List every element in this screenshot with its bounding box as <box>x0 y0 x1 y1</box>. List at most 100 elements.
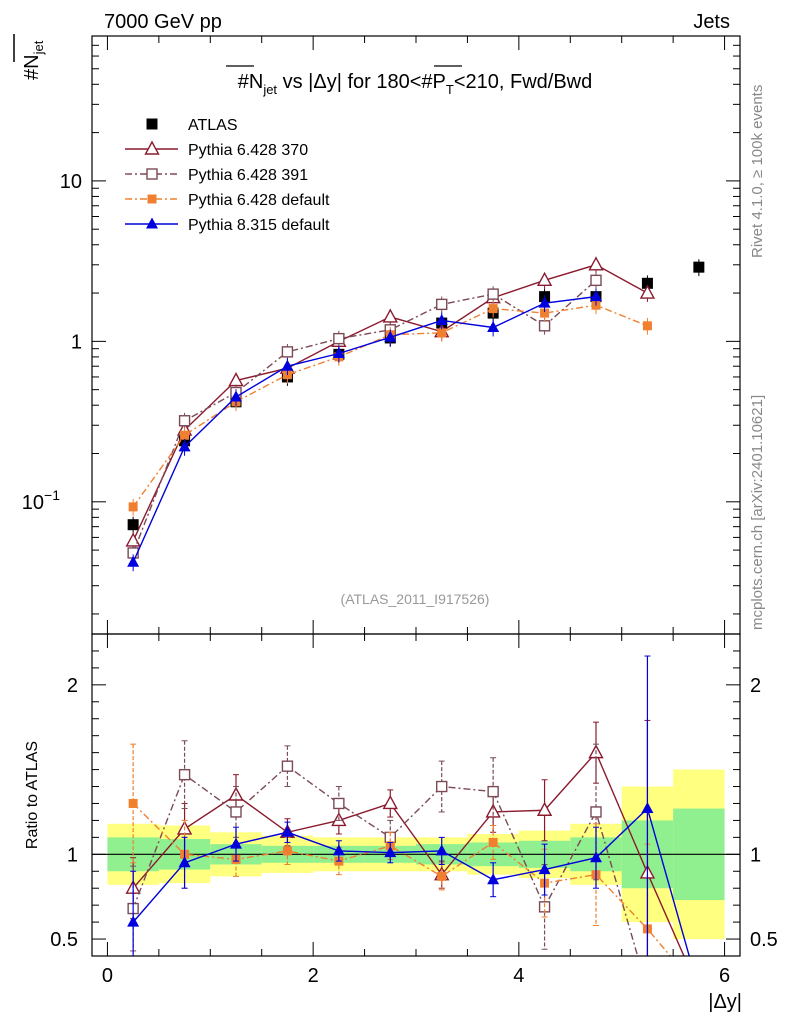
ratio-point <box>590 851 602 863</box>
legend-entry: Pythia 6.428 370 <box>125 140 308 159</box>
mcplots-label: mcplots.cern.ch [arXiv:2401.10621] <box>749 395 766 630</box>
data-point <box>488 304 498 314</box>
header-left: 7000 GeV pp <box>104 11 222 33</box>
data-point <box>436 298 448 311</box>
ratio-point <box>487 873 500 885</box>
ratio-y-tick-label-left: 1 <box>67 844 78 866</box>
data-point <box>128 502 138 512</box>
x-axis-label: |Δy| <box>708 991 742 1013</box>
main-ylabel-main: #N <box>21 54 43 80</box>
data-point <box>384 330 397 342</box>
data-point <box>538 320 551 332</box>
data-point <box>180 430 190 440</box>
header-right: Jets <box>693 11 730 33</box>
x-tick-label: 4 <box>513 965 524 987</box>
ratio-y-tick-label-right: 0.5 <box>750 929 778 951</box>
legend-marker <box>144 140 160 155</box>
main-ylabel: #Njet <box>21 40 46 80</box>
ratio-panel: 0.5 0.5 1 1 2 2 <box>50 633 778 957</box>
ratio-point <box>436 780 448 793</box>
data-point <box>642 321 652 331</box>
data-point <box>641 277 653 289</box>
reference-label: (ATLAS_2011_I917526) <box>341 591 490 607</box>
data-point <box>590 290 602 302</box>
ratio-point <box>435 844 448 856</box>
data-point <box>693 261 705 273</box>
legend-entry: Pythia 6.428 default <box>125 192 330 209</box>
x-ticklabels: 0 2 4 6 <box>102 965 730 987</box>
svg-text:#Njet: #Njet <box>21 40 46 80</box>
data-point <box>437 328 447 338</box>
data-point <box>538 296 551 308</box>
legend-marker <box>146 217 158 229</box>
ratio-point <box>488 837 498 847</box>
main-y-tick-label: 10 <box>60 171 82 193</box>
x-tick-label: 0 <box>102 965 113 987</box>
data-point <box>435 313 448 325</box>
legend-marker <box>147 194 157 204</box>
ratio-y-tick-label-left: 2 <box>67 675 78 697</box>
ratio-ticks: 0.5 0.5 1 1 2 2 <box>50 633 778 957</box>
main-ticks: 10−1 1 10 <box>22 35 740 634</box>
data-point <box>536 271 553 287</box>
ratio-y-tick-label-left: 0.5 <box>50 929 78 951</box>
data-point <box>540 308 550 318</box>
ratio-point <box>282 846 292 856</box>
series-line <box>132 295 597 563</box>
ratio-line <box>132 751 685 956</box>
legend-entry: Pythia 6.428 391 <box>125 167 308 184</box>
title-n: N <box>249 71 263 93</box>
ratio-point <box>178 768 191 781</box>
data-point <box>178 415 191 427</box>
legend-label: Pythia 8.315 default <box>188 217 330 234</box>
ratio-y-tick-label-right: 1 <box>750 844 761 866</box>
ratio-line <box>132 802 672 956</box>
ratio-point <box>230 837 242 849</box>
main-y-tick-label: 10−1 <box>22 487 60 514</box>
legend-label: Pythia 6.428 391 <box>188 167 308 184</box>
ratio-point <box>127 915 140 927</box>
ratio-point <box>281 760 294 772</box>
legend-label: Pythia 6.428 370 <box>188 142 308 159</box>
data-point <box>333 332 345 345</box>
ratio-point <box>382 795 398 810</box>
data-point <box>281 346 294 358</box>
ratio-point <box>281 825 294 837</box>
legend-label: ATLAS <box>188 117 238 134</box>
ratio-point <box>384 846 397 858</box>
data-point <box>639 284 656 299</box>
ratio-series-group <box>125 655 690 956</box>
ratio-point <box>178 856 191 868</box>
data-point <box>127 519 139 531</box>
series-line <box>132 279 597 554</box>
legend-marker <box>146 168 158 180</box>
ratio-point <box>590 806 602 818</box>
legend-entry: Pythia 8.315 default <box>125 217 330 234</box>
legend: ATLAS Pythia 6.428 370 Pythia 6.428 391 Pyt… <box>125 117 330 234</box>
ratio-point <box>437 871 447 881</box>
ratio-point <box>538 863 551 875</box>
ratio-series-pythia-8-315-default <box>127 655 690 956</box>
data-point <box>382 308 398 323</box>
data-point <box>487 320 500 332</box>
ratio-point <box>333 797 345 810</box>
data-point <box>588 256 604 271</box>
x-tick-label: 2 <box>308 965 319 987</box>
ratio-frame <box>91 633 741 957</box>
main-ylabel-sub: jet <box>31 40 46 55</box>
ratio-point <box>487 785 499 798</box>
x-tick-label: 6 <box>719 965 730 987</box>
main-panel: 10−1 1 10 <box>22 35 741 635</box>
ratio-y-tick-label-right: 2 <box>750 675 761 697</box>
ratio-series-pythia-6-428-391 <box>127 740 639 956</box>
ratio-ylabel: Ratio to ATLAS <box>24 741 41 849</box>
data-point <box>332 347 345 359</box>
ratio-point <box>332 844 345 856</box>
rivet-label: Rivet 4.1.0, ≥ 100k events <box>749 85 766 258</box>
ratio-series <box>125 655 690 956</box>
data-point <box>487 288 499 300</box>
legend-marker <box>146 118 158 130</box>
ratio-line <box>132 807 690 956</box>
ratio-point <box>230 806 242 818</box>
